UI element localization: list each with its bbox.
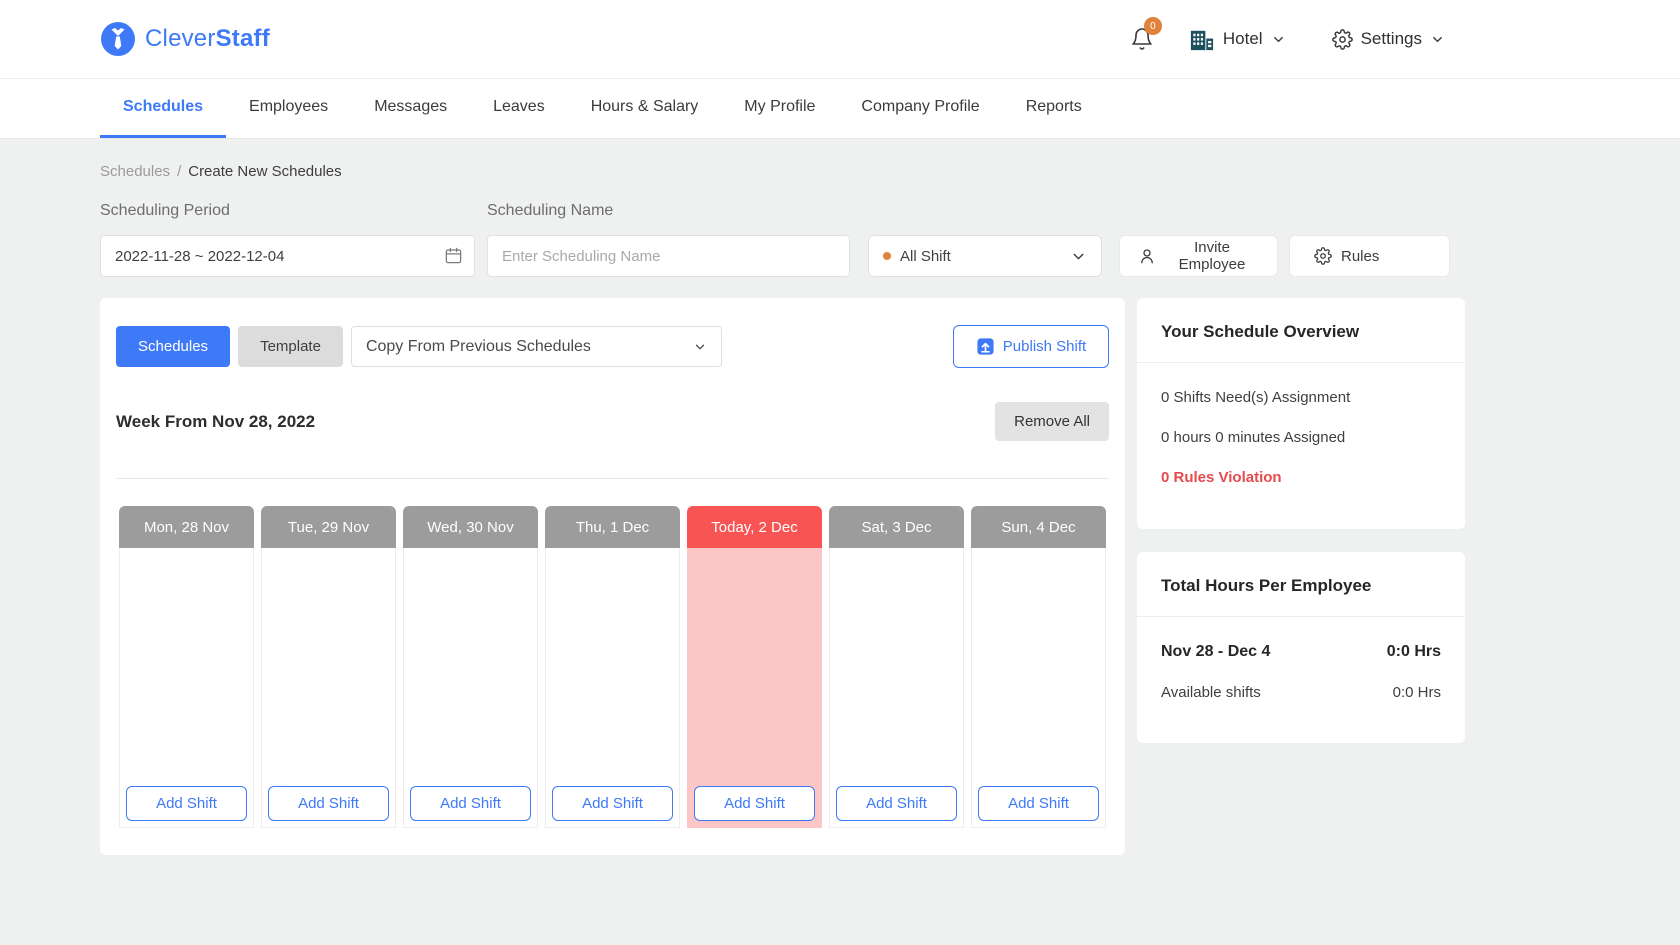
tab-messages[interactable]: Messages (374, 98, 448, 115)
schedules-view-button[interactable]: Schedules (116, 326, 231, 367)
add-shift-button[interactable]: Add Shift (126, 786, 247, 821)
day-body[interactable]: Add Shift (545, 548, 680, 828)
tab-reports[interactable]: Reports (1025, 98, 1082, 115)
available-shifts-label: Available shifts (1161, 684, 1261, 701)
tab-schedules[interactable]: Schedules (100, 79, 227, 138)
logo-tie-icon (100, 21, 136, 57)
add-shift-button[interactable]: Add Shift (978, 786, 1099, 821)
day-header: Sun, 4 Dec (971, 506, 1106, 548)
hours-period-value: 0:0 Hrs (1386, 643, 1441, 660)
day-header: Thu, 1 Dec (545, 506, 680, 548)
shifts-need-assignment: 0 Shifts Need(s) Assignment (1161, 389, 1351, 406)
day-column-sat: Sat, 3 Dec Add Shift (829, 506, 964, 828)
scheduling-period-input[interactable] (100, 235, 475, 277)
breadcrumb-current: Create New Schedules (188, 163, 342, 180)
week-title: Week From Nov 28, 2022 (116, 411, 316, 431)
brand-name: CleverStaff (145, 25, 270, 52)
day-header: Tue, 29 Nov (261, 506, 396, 548)
tab-leaves[interactable]: Leaves (493, 98, 545, 115)
add-shift-button[interactable]: Add Shift (268, 786, 389, 821)
overview-title: Your Schedule Overview (1161, 322, 1360, 341)
breadcrumb-parent[interactable]: Schedules (100, 163, 171, 180)
hours-assigned: 0 hours 0 minutes Assigned (1161, 429, 1346, 446)
tab-company-profile[interactable]: Company Profile (861, 98, 980, 115)
gear-icon (1331, 28, 1353, 50)
add-shift-button[interactable]: Add Shift (410, 786, 531, 821)
notifications-button[interactable]: 0 (1130, 17, 1162, 52)
day-header: Mon, 28 Nov (119, 506, 254, 548)
scheduling-period-label: Scheduling Period (100, 202, 230, 219)
rules-label: Rules (1341, 247, 1380, 265)
building-icon (1188, 26, 1215, 53)
scheduling-name-input[interactable] (487, 235, 850, 277)
chevron-down-icon (1430, 32, 1445, 47)
publish-shift-button[interactable]: Publish Shift (953, 325, 1109, 368)
notification-badge: 0 (1143, 17, 1162, 35)
day-body[interactable]: Add Shift (971, 548, 1106, 828)
day-column-wed: Wed, 30 Nov Add Shift (403, 506, 538, 828)
filters-row: Scheduling Period Scheduling Name All Sh… (100, 202, 1465, 277)
add-shift-button[interactable]: Add Shift (836, 786, 957, 821)
total-hours-title: Total Hours Per Employee (1161, 576, 1372, 595)
day-column-tue: Tue, 29 Nov Add Shift (261, 506, 396, 828)
shift-filter-select[interactable]: All Shift (868, 235, 1102, 277)
app-logo[interactable]: CleverStaff (100, 21, 270, 57)
available-shifts-value: 0:0 Hrs (1392, 684, 1441, 701)
day-column-today: Today, 2 Dec Add Shift (687, 506, 822, 828)
gear-icon (1314, 247, 1332, 265)
person-icon (1138, 247, 1156, 265)
chevron-down-icon (1070, 248, 1087, 265)
day-header: Wed, 30 Nov (403, 506, 538, 548)
add-shift-button[interactable]: Add Shift (694, 786, 815, 821)
hours-period-label: Nov 28 - Dec 4 (1161, 643, 1271, 660)
rules-button[interactable]: Rules (1289, 235, 1450, 277)
schedule-board: Schedules Template Copy From Previous Sc… (100, 298, 1125, 855)
main-nav: Schedules Employees Messages Leaves Hour… (0, 79, 1680, 139)
day-column-mon: Mon, 28 Nov Add Shift (119, 506, 254, 828)
settings-label: Settings (1360, 29, 1422, 48)
copy-from-previous-select[interactable]: Copy From Previous Schedules (350, 326, 722, 367)
divider (1137, 362, 1465, 363)
bell-icon (1130, 26, 1154, 52)
tab-hours-salary[interactable]: Hours & Salary (590, 98, 699, 115)
remove-all-button[interactable]: Remove All (995, 402, 1109, 441)
invite-employee-button[interactable]: Invite Employee (1119, 235, 1278, 277)
tab-employees[interactable]: Employees (249, 98, 329, 115)
workspace-menu[interactable]: Hotel (1188, 26, 1286, 53)
chevron-down-icon (693, 340, 707, 354)
tab-my-profile[interactable]: My Profile (744, 98, 816, 115)
hours-row-available: Available shifts 0:0 Hrs (1161, 684, 1441, 701)
workspace-label: Hotel (1222, 29, 1263, 48)
shift-status-dot-icon (883, 252, 891, 260)
right-sidebar: Your Schedule Overview 0 Shifts Need(s) … (1137, 298, 1465, 743)
upload-icon (976, 337, 995, 356)
top-bar: CleverStaff 0 (0, 0, 1680, 79)
day-body[interactable]: Add Shift (119, 548, 254, 828)
day-column-sun: Sun, 4 Dec Add Shift (971, 506, 1106, 828)
day-header-today: Today, 2 Dec (687, 506, 822, 548)
hours-row-period: Nov 28 - Dec 4 0:0 Hrs (1161, 643, 1441, 661)
day-body[interactable]: Add Shift (403, 548, 538, 828)
day-header: Sat, 3 Dec (829, 506, 964, 548)
scheduling-name-label: Scheduling Name (487, 202, 614, 219)
settings-menu[interactable]: Settings (1331, 28, 1445, 50)
divider (1137, 616, 1465, 617)
breadcrumb: Schedules / Create New Schedules (100, 163, 342, 180)
schedule-overview-card: Your Schedule Overview 0 Shifts Need(s) … (1137, 298, 1465, 529)
day-column-thu: Thu, 1 Dec Add Shift (545, 506, 680, 828)
chevron-down-icon (1271, 32, 1286, 47)
rules-violation: 0 Rules Violation (1161, 469, 1282, 486)
invite-employee-label: Invite Employee (1178, 239, 1246, 273)
template-view-button[interactable]: Template (238, 326, 343, 367)
week-columns: Mon, 28 Nov Add Shift Tue, 29 Nov Add Sh… (116, 506, 1109, 828)
day-body[interactable]: Add Shift (829, 548, 964, 828)
shift-filter-value: All Shift (900, 247, 951, 265)
divider (116, 478, 1109, 479)
day-body[interactable]: Add Shift (687, 548, 822, 828)
day-body[interactable]: Add Shift (261, 548, 396, 828)
total-hours-card: Total Hours Per Employee Nov 28 - Dec 4 … (1137, 552, 1465, 743)
copy-select-value: Copy From Previous Schedules (365, 337, 591, 355)
publish-shift-label: Publish Shift (1002, 338, 1087, 355)
add-shift-button[interactable]: Add Shift (552, 786, 673, 821)
